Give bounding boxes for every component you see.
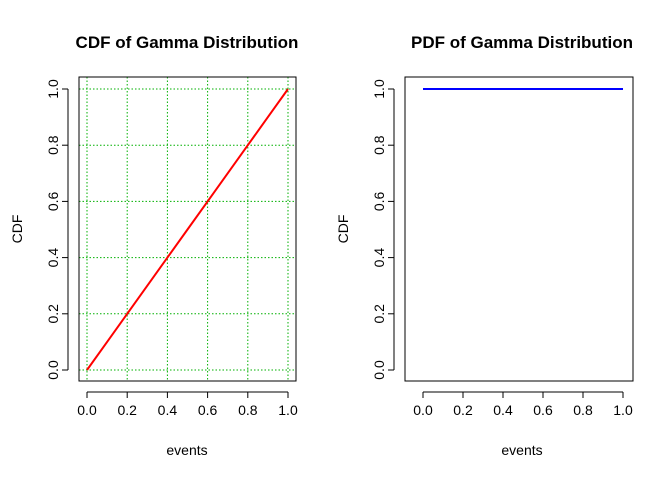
y-tick-label: 0.4	[45, 248, 61, 268]
x-tick-label: 0.0	[413, 402, 433, 418]
x-tick-label: 0.4	[493, 402, 513, 418]
x-tick-label: 0.6	[198, 402, 218, 418]
chart-title: PDF of Gamma Distribution	[411, 33, 633, 52]
plot-frame	[404, 76, 634, 382]
x-axis: 0.0 0.2 0.4 0.6 0.8 1.0	[413, 391, 633, 418]
x-axis: 0.0 0.2 0.4 0.6 0.8 1.0	[77, 391, 298, 418]
x-axis-label: events	[501, 442, 542, 458]
y-tick-label: 0.8	[371, 135, 387, 155]
y-tick-label: 0.4	[371, 248, 387, 268]
y-axis: 0.0 0.2 0.4 0.6 0.8 1.0	[45, 79, 69, 380]
y-tick-label: 0.2	[45, 304, 61, 324]
y-tick-label: 0.6	[45, 191, 61, 211]
x-tick-label: 0.2	[453, 402, 473, 418]
y-axis-label: CDF	[335, 215, 351, 244]
series-line	[86, 88, 289, 371]
x-tick-label: 0.0	[77, 402, 97, 418]
chart-1: CDF of Gamma Distribution 0.0 0.2 0.4 0.6 0.8…	[9, 33, 299, 458]
chart-title: CDF of Gamma Distribution	[76, 33, 299, 52]
grid	[79, 77, 296, 381]
y-axis: 0.0 0.2 0.4 0.6 0.8 1.0	[371, 79, 395, 380]
y-tick-label: 0.0	[371, 360, 387, 380]
y-tick-label: 0.0	[45, 360, 61, 380]
x-tick-label: 1.0	[613, 402, 633, 418]
x-tick-label: 0.6	[533, 402, 553, 418]
x-tick-label: 0.8	[573, 402, 593, 418]
x-tick-label: 0.8	[238, 402, 258, 418]
y-tick-label: 1.0	[371, 79, 387, 99]
y-axis-label: CDF	[9, 215, 25, 244]
plot-frame	[78, 76, 297, 382]
y-tick-label: 0.2	[371, 304, 387, 324]
y-tick-label: 0.6	[371, 191, 387, 211]
x-tick-label: 0.2	[117, 402, 137, 418]
x-axis-label: events	[166, 442, 207, 458]
y-tick-label: 1.0	[45, 79, 61, 99]
x-tick-label: 1.0	[278, 402, 298, 418]
x-tick-label: 0.4	[158, 402, 178, 418]
chart-2: PDF of Gamma Distribution 0.0 0.2 0.4 0.6 0.8…	[335, 33, 634, 458]
y-tick-label: 0.8	[45, 135, 61, 155]
